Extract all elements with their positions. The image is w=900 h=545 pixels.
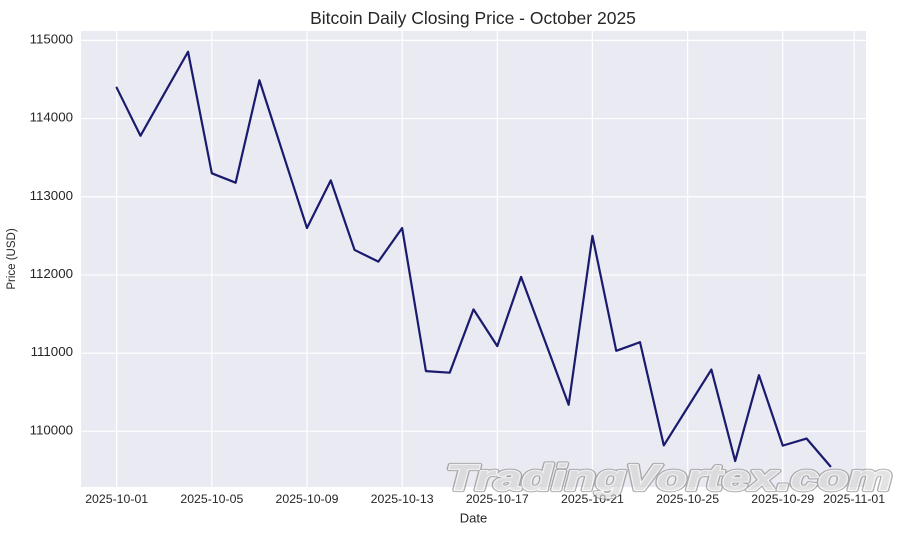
svg-text:111000: 111000 [31,344,73,359]
svg-text:2025-10-05: 2025-10-05 [180,492,243,506]
svg-text:110000: 110000 [30,422,73,437]
svg-text:Bitcoin Daily Closing Price -: Bitcoin Daily Closing Price - October 20… [310,8,636,28]
svg-text:113000: 113000 [30,188,73,203]
svg-text:115000: 115000 [30,31,73,46]
svg-text:Date: Date [460,511,487,526]
svg-text:Price (USD): Price (USD) [6,228,18,290]
svg-text:114000: 114000 [30,110,73,125]
svg-text:2025-10-01: 2025-10-01 [85,492,148,506]
svg-text:TradingVortex.com: TradingVortex.com [446,457,892,498]
svg-text:2025-10-13: 2025-10-13 [371,492,434,506]
svg-text:2025-10-09: 2025-10-09 [276,492,339,506]
svg-text:112000: 112000 [30,266,73,281]
